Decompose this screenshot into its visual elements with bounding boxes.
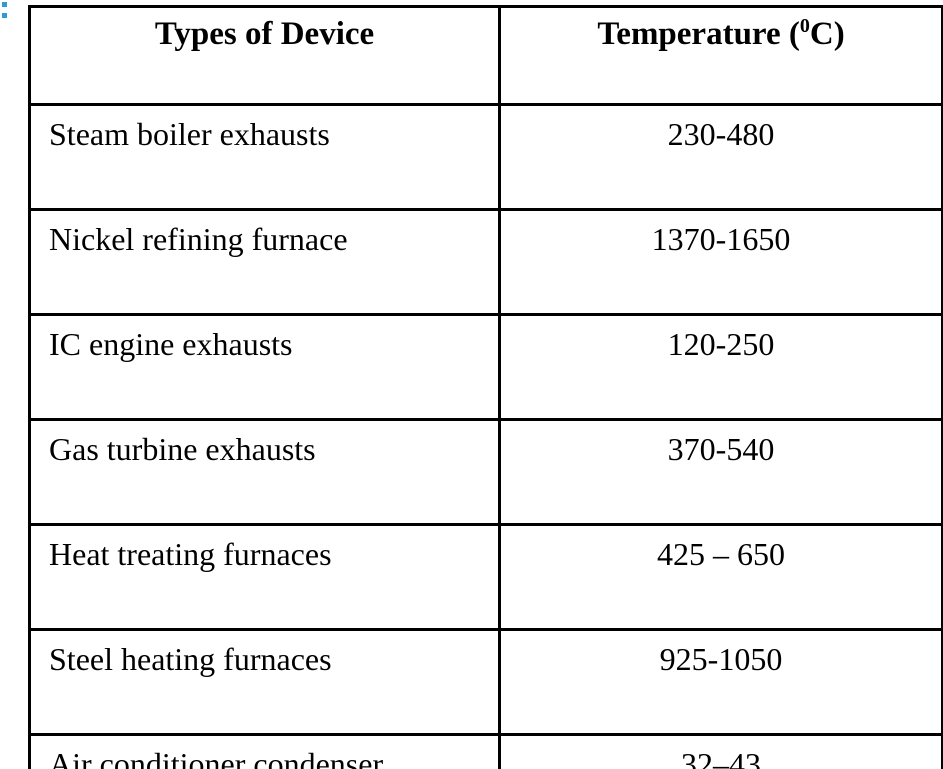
stray-dot	[2, 13, 7, 18]
header-device: Types of Device	[28, 5, 501, 106]
table-row: Heat treating furnaces 425 – 650	[28, 523, 943, 631]
header-temp-suffix: C)	[809, 16, 845, 52]
temperature-cell: 425 – 650	[498, 523, 943, 631]
table-row: Steam boiler exhausts 230-480	[28, 103, 943, 211]
device-cell: Air conditioner condenser	[28, 733, 501, 769]
device-cell: Nickel refining furnace	[28, 208, 501, 316]
device-cell: Steel heating furnaces	[28, 628, 501, 736]
header-temp-superscript: 0	[799, 15, 810, 37]
header-temperature: Temperature (0C)	[498, 5, 943, 106]
device-cell: Gas turbine exhausts	[28, 418, 501, 526]
temperature-cell: 230-480	[498, 103, 943, 211]
temperature-cell: 370-540	[498, 418, 943, 526]
stray-dot	[2, 2, 7, 7]
table-row: Gas turbine exhausts 370-540	[28, 418, 943, 526]
temperature-cell: 120-250	[498, 313, 943, 421]
device-cell: IC engine exhausts	[28, 313, 501, 421]
table-row: IC engine exhausts 120-250	[28, 313, 943, 421]
device-cell: Heat treating furnaces	[28, 523, 501, 631]
header-device-label: Types of Device	[154, 16, 375, 52]
stray-dots-icon	[2, 2, 8, 18]
table-row: Air conditioner condenser 32–43	[28, 733, 943, 769]
table-row: Nickel refining furnace 1370-1650	[28, 208, 943, 316]
device-cell: Steam boiler exhausts	[28, 103, 501, 211]
temperature-cell: 32–43	[498, 733, 943, 769]
temperature-cell: 1370-1650	[498, 208, 943, 316]
table-header-row: Types of Device Temperature (0C)	[28, 5, 943, 106]
header-temp-prefix: Temperature (	[597, 16, 800, 52]
table-row: Steel heating furnaces 925-1050	[28, 628, 943, 736]
device-temperature-table: Types of Device Temperature (0C) Steam b…	[28, 5, 943, 769]
temperature-cell: 925-1050	[498, 628, 943, 736]
